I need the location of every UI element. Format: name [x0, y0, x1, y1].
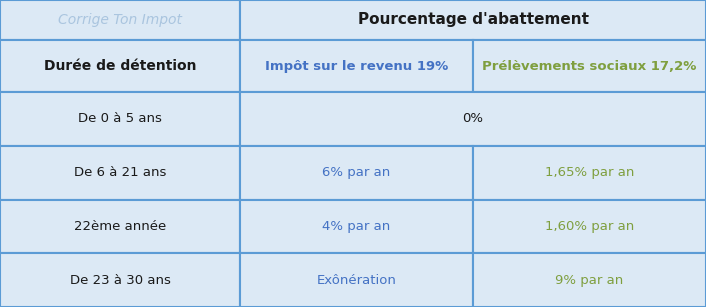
- Text: De 23 à 30 ans: De 23 à 30 ans: [70, 274, 170, 287]
- Text: Impôt sur le revenu 19%: Impôt sur le revenu 19%: [265, 60, 448, 72]
- Text: 4% par an: 4% par an: [323, 220, 390, 233]
- Bar: [0, 200, 240, 253]
- Text: 1,60% par an: 1,60% par an: [545, 220, 634, 233]
- Text: Durée de détention: Durée de détention: [44, 59, 196, 73]
- Text: 9% par an: 9% par an: [556, 274, 623, 287]
- Bar: [0, 92, 240, 146]
- Text: 0%: 0%: [462, 112, 484, 126]
- Bar: [473, 253, 706, 307]
- Text: Exônération: Exônération: [316, 274, 397, 287]
- Bar: [0, 146, 240, 200]
- Bar: [240, 0, 706, 40]
- Text: 1,65% par an: 1,65% par an: [545, 166, 634, 179]
- Bar: [240, 200, 473, 253]
- Text: De 0 à 5 ans: De 0 à 5 ans: [78, 112, 162, 126]
- Text: 22ème année: 22ème année: [74, 220, 166, 233]
- Bar: [473, 40, 706, 92]
- Text: Prélèvements sociaux 17,2%: Prélèvements sociaux 17,2%: [482, 60, 697, 72]
- Bar: [473, 146, 706, 200]
- Text: De 6 à 21 ans: De 6 à 21 ans: [74, 166, 166, 179]
- Text: Pourcentage d'abattement: Pourcentage d'abattement: [357, 13, 589, 27]
- Bar: [240, 146, 473, 200]
- Bar: [240, 253, 473, 307]
- Bar: [240, 40, 473, 92]
- Text: Corrige Ton Impot: Corrige Ton Impot: [58, 13, 182, 27]
- Bar: [240, 92, 706, 146]
- Bar: [473, 200, 706, 253]
- Bar: [0, 253, 240, 307]
- Bar: [0, 40, 240, 92]
- Text: 6% par an: 6% par an: [323, 166, 390, 179]
- Bar: [0, 0, 240, 40]
